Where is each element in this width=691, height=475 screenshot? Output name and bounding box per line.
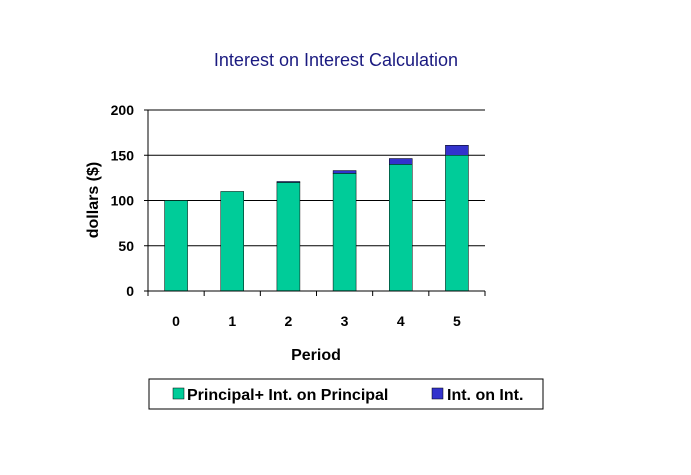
- legend: Principal+ Int. on Principal Int. on Int…: [148, 378, 544, 410]
- x-axis-label: Period: [291, 347, 341, 364]
- bar-int-on-int: [445, 144, 469, 156]
- x-tick-label: 5: [453, 313, 461, 329]
- y-tick-label: 100: [111, 193, 135, 209]
- x-tick-label: 1: [228, 313, 236, 329]
- chart-title: Interest on Interest Calculation: [214, 50, 458, 70]
- legend-label-principal: Principal+ Int. on Principal: [187, 387, 388, 404]
- bar-principal: [332, 173, 357, 292]
- x-tick-label: 4: [397, 313, 405, 329]
- y-tick-label: 50: [118, 238, 134, 254]
- x-tick-label: 0: [172, 313, 180, 329]
- bar-principal: [164, 200, 188, 292]
- x-tick-label: 3: [341, 313, 349, 329]
- y-tick-label: 150: [111, 147, 135, 163]
- legend-box: [148, 378, 544, 410]
- y-tick-labels: 0 50 100 150 200: [111, 102, 148, 299]
- bar-principal: [220, 191, 244, 292]
- bar-principal: [445, 155, 469, 292]
- y-axis-label: dollars ($): [85, 162, 102, 238]
- legend-swatch-principal: [172, 387, 185, 400]
- bars: [164, 144, 469, 292]
- bar-int-on-int: [332, 170, 357, 174]
- legend-swatch-int-on-int: [431, 387, 444, 400]
- bar-principal: [389, 164, 413, 292]
- y-tick-label: 0: [126, 283, 134, 299]
- legend-label-int-on-int: Int. on Int.: [447, 387, 523, 404]
- x-tick-labels: 0 1 2 3 4 5: [147, 291, 486, 329]
- x-tick-label: 2: [285, 313, 293, 329]
- bar-int-on-int: [276, 181, 301, 183]
- bar-int-on-int: [389, 158, 413, 165]
- gridlines: [148, 109, 485, 247]
- bar-principal: [276, 182, 301, 292]
- y-tick-label: 200: [111, 102, 135, 118]
